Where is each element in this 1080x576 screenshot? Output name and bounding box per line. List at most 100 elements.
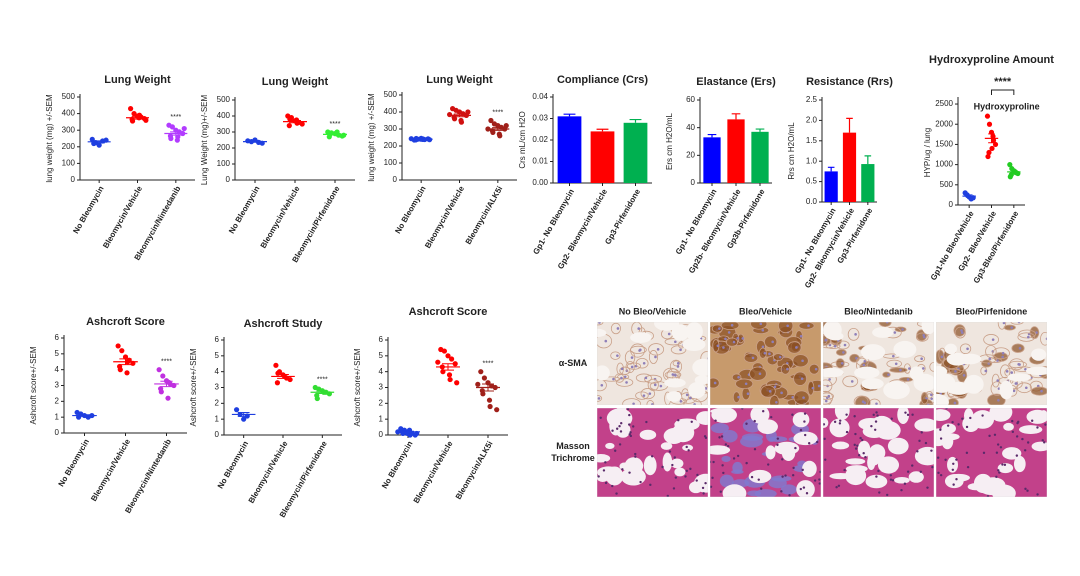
y-axis-label: lung weight (mg) +/-SEM <box>45 94 54 183</box>
collagen <box>780 484 797 495</box>
nucleus <box>823 437 826 441</box>
nucleus <box>676 362 680 365</box>
data-point <box>984 113 991 119</box>
tissue <box>743 352 759 363</box>
nucleus <box>615 427 619 430</box>
nucleus <box>776 443 779 447</box>
sem-bar <box>237 412 250 417</box>
significance-label: **** <box>483 361 494 368</box>
nucleus <box>835 485 838 489</box>
y-tick-label: 500 <box>940 180 954 189</box>
nucleus <box>786 367 789 371</box>
nucleus <box>736 454 740 458</box>
nucleus <box>791 396 795 399</box>
data-point <box>989 145 995 152</box>
nucleus <box>1001 355 1004 359</box>
tissue <box>825 343 841 349</box>
data-point <box>122 354 129 360</box>
alveolus <box>671 324 690 341</box>
nucleus <box>984 369 988 373</box>
y-tick-label: 0.02 <box>532 135 548 144</box>
nucleus <box>906 470 910 473</box>
tissue <box>915 332 929 342</box>
significance-label: **** <box>492 109 503 116</box>
alveolus <box>823 322 842 340</box>
nucleus <box>962 374 966 377</box>
y-tick-label: 2500 <box>935 99 953 108</box>
tissue <box>772 353 784 361</box>
data-point <box>488 117 494 124</box>
alveolus <box>860 344 886 361</box>
nucleus <box>828 378 831 381</box>
nucleus <box>724 337 727 341</box>
nucleus <box>629 434 633 438</box>
nucleus <box>602 469 606 472</box>
tissue <box>635 391 649 400</box>
nucleus <box>918 439 921 443</box>
nucleus <box>632 402 635 405</box>
nucleus <box>1021 437 1024 441</box>
nucleus <box>845 413 848 416</box>
nucleus <box>618 424 621 428</box>
tissue <box>889 367 908 373</box>
alveolus <box>921 322 934 335</box>
nucleus <box>600 383 604 387</box>
tissue <box>648 343 665 356</box>
nucleus <box>875 402 878 405</box>
alveolus <box>662 452 673 472</box>
alveolus <box>834 408 850 420</box>
nucleus <box>999 446 1003 449</box>
tissue <box>1000 364 1011 379</box>
alveolus <box>693 473 708 493</box>
tissue <box>664 338 683 346</box>
y-tick-label: 20 <box>686 150 695 159</box>
nucleus <box>920 357 923 361</box>
alveolus <box>914 446 934 466</box>
y-tick-label: 0.03 <box>532 114 548 123</box>
tissue <box>823 379 833 393</box>
tissue <box>847 328 860 341</box>
nucleus <box>667 332 671 336</box>
tissue <box>856 356 870 367</box>
y-axis-label: Rrs cm H2O/mL <box>787 122 796 180</box>
x-tick-label: No Bleomycin <box>380 439 415 490</box>
nucleus <box>611 484 614 488</box>
nucleus <box>679 348 682 352</box>
nucleus <box>922 367 925 370</box>
nucleus <box>719 490 722 493</box>
nucleus <box>1015 435 1019 438</box>
nucleus <box>997 469 1000 472</box>
tissue <box>731 373 742 382</box>
alveolus <box>997 463 1014 474</box>
data-point <box>1007 174 1013 180</box>
nucleus <box>842 351 845 354</box>
tissue <box>711 324 723 333</box>
nucleus <box>937 471 940 475</box>
nucleus <box>861 438 864 442</box>
nucleus <box>637 327 641 330</box>
collagen <box>770 475 792 482</box>
y-tick-label: 4 <box>215 367 220 376</box>
y-tick-label: 0.00 <box>532 178 548 187</box>
sem-bar <box>988 133 995 144</box>
nucleus <box>1041 439 1044 442</box>
nucleus <box>966 347 969 351</box>
x-tick-label: Bleomycin/Pirfenidone <box>290 184 341 264</box>
data-point <box>451 116 458 122</box>
chart-title: Lung Weight <box>262 76 329 88</box>
histology-image <box>597 408 708 497</box>
alveolus <box>666 391 682 402</box>
nucleus <box>1001 463 1004 466</box>
nucleus <box>780 490 783 493</box>
x-tick-label: Bleomycin/Vehicle <box>412 439 455 505</box>
alveolus <box>823 367 844 378</box>
tissue <box>778 322 794 334</box>
nucleus <box>758 372 762 376</box>
nucleus <box>741 337 745 340</box>
y-tick-label: 2 <box>379 398 384 407</box>
nucleus <box>642 394 646 397</box>
bar <box>623 122 648 183</box>
alveolus <box>674 418 700 431</box>
nucleus <box>1044 423 1047 426</box>
nucleus <box>674 476 678 479</box>
